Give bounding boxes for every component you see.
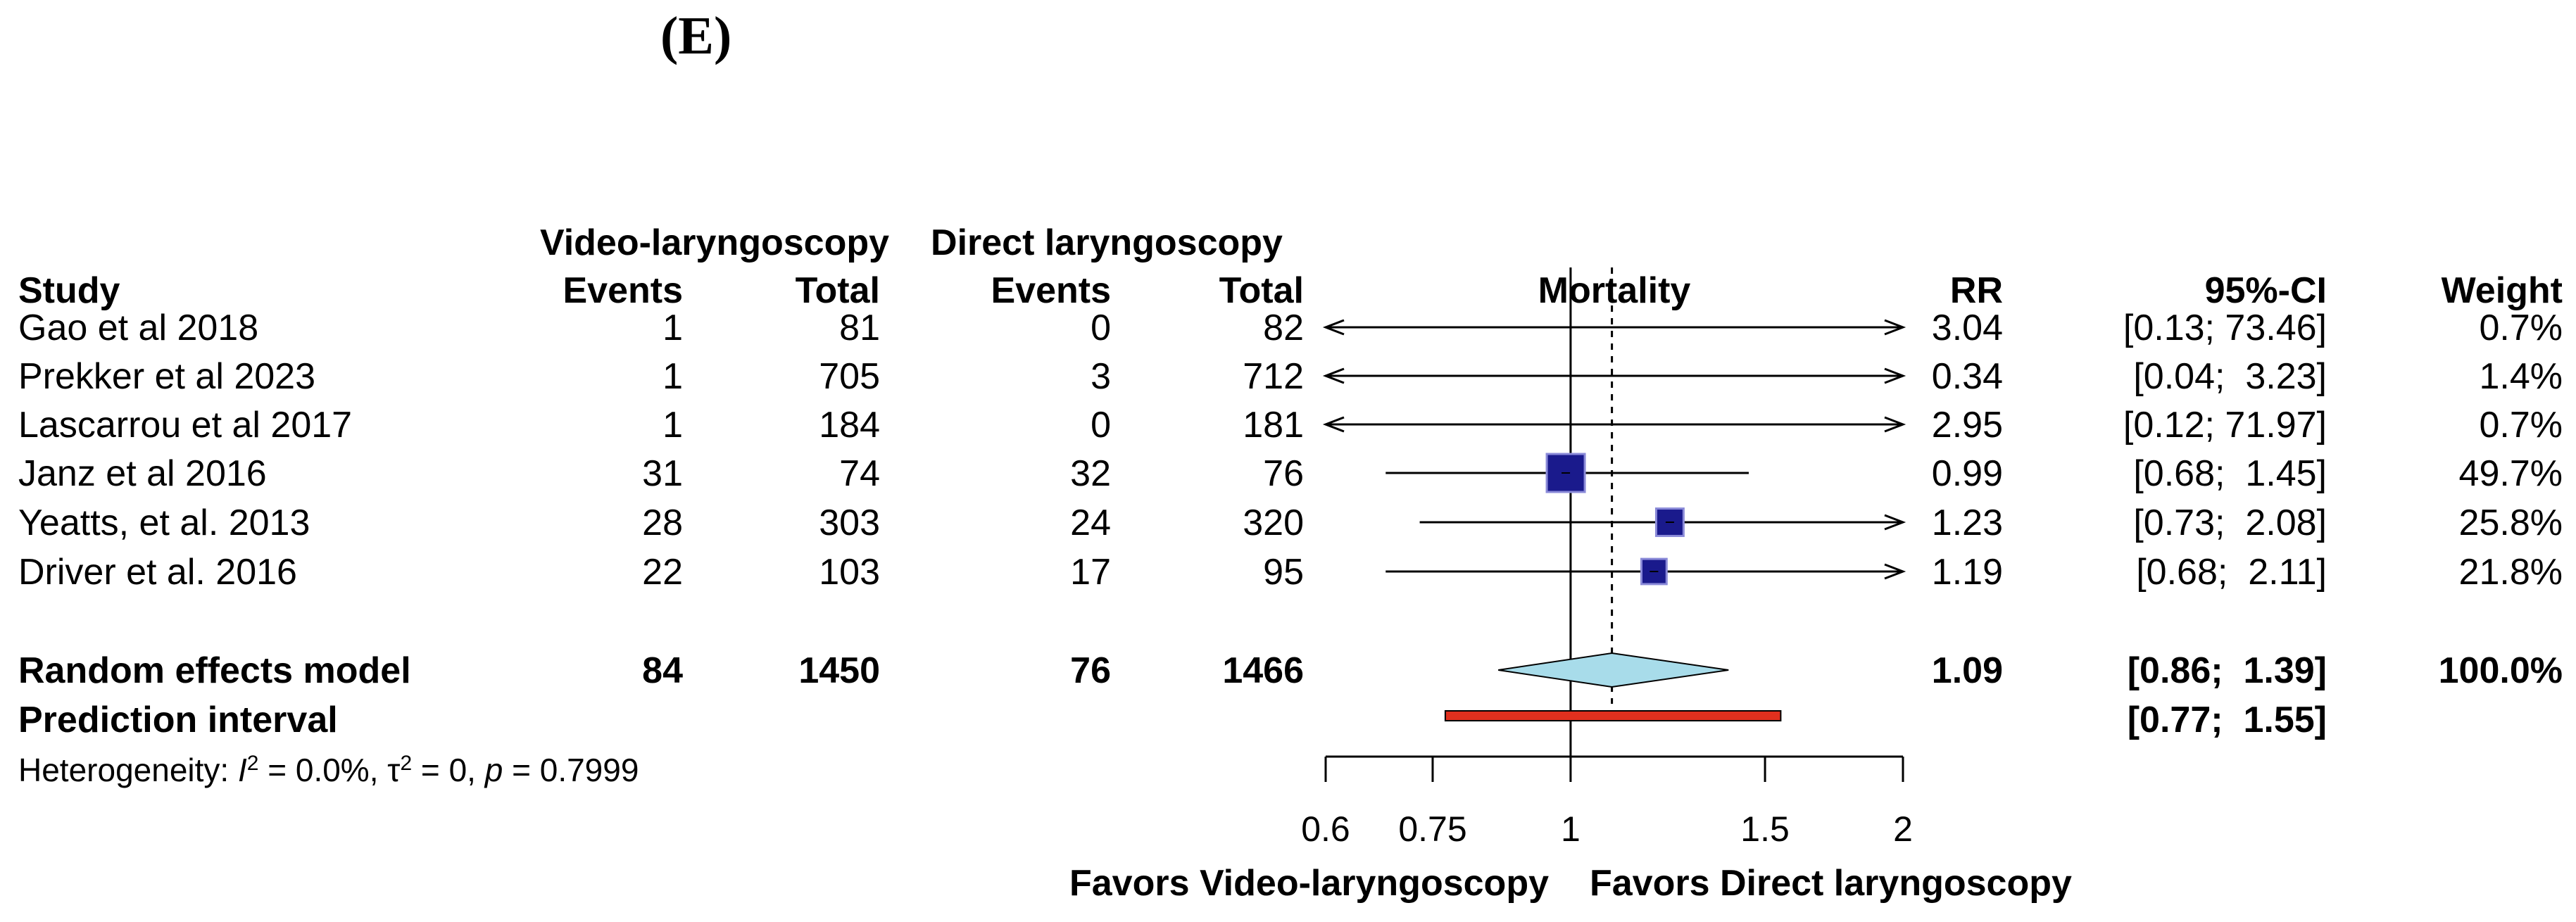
total-direct: 95: [1263, 552, 1304, 593]
rr-value: 1.19: [1932, 552, 2003, 593]
events-video: 31: [642, 453, 683, 494]
x-tick-label: 0.75: [1398, 809, 1466, 849]
panel-label: (E): [660, 6, 732, 65]
header-study: Study: [18, 270, 120, 311]
ci-value: [0.73; 2.08]: [2133, 503, 2327, 543]
header-events-video: Events: [563, 270, 683, 311]
x-tick-label: 0.6: [1301, 809, 1350, 849]
summary-label: Random effects model: [18, 650, 411, 691]
header-weight: Weight: [2442, 270, 2563, 311]
header-events-direct: Events: [991, 270, 1111, 311]
weight-value: 0.7%: [2479, 308, 2563, 348]
events-video: 1: [662, 405, 683, 446]
weight-value: 25.8%: [2459, 503, 2563, 543]
events-video: 1: [662, 308, 683, 348]
summary-events-direct: 76: [1070, 650, 1111, 691]
study-name: Yeatts, et al. 2013: [18, 503, 310, 543]
events-direct: 3: [1091, 356, 1111, 397]
ci-value: [0.04; 3.23]: [2133, 356, 2327, 397]
ci-value: [0.13; 73.46]: [2123, 308, 2327, 348]
ci-arrow-right: [1884, 416, 1906, 433]
events-direct: 32: [1070, 453, 1111, 494]
total-video: 74: [839, 453, 880, 494]
study-name: Driver et al. 2016: [18, 552, 297, 593]
header-ci: 95%-CI: [2205, 270, 2327, 311]
ci-value: [0.68; 2.11]: [2136, 552, 2327, 593]
rr-value: 0.99: [1932, 453, 2003, 494]
summary-total-video: 1450: [798, 650, 880, 691]
ci-arrow-left: [1322, 319, 1345, 336]
rr-value: 1.23: [1932, 503, 2003, 543]
pooled-diamond: [1498, 652, 1729, 688]
x-tick-label: 1: [1561, 809, 1581, 849]
summary-rr: 1.09: [1932, 650, 2003, 691]
events-video: 22: [642, 552, 683, 593]
summary-total-direct: 1466: [1222, 650, 1304, 691]
x-tick-label: 1.5: [1740, 809, 1790, 849]
weight-value: 21.8%: [2459, 552, 2563, 593]
header-rr: RR: [1950, 270, 2003, 311]
prediction-label: Prediction interval: [18, 700, 338, 740]
prediction-bar: [1444, 710, 1782, 721]
header-mortality: Mortality: [1538, 270, 1691, 311]
study-name: Janz et al 2016: [18, 453, 267, 494]
header-total-video: Total: [796, 270, 880, 311]
prediction-ci: [0.77; 1.55]: [2128, 700, 2327, 740]
heterogeneity-text: Heterogeneity: I2 = 0.0%, τ2 = 0, p = 0.…: [18, 752, 639, 789]
favors-right-label: Favors Direct laryngoscopy: [1590, 863, 2072, 904]
events-direct: 0: [1091, 308, 1111, 348]
events-video: 28: [642, 503, 683, 543]
summary-events-video: 84: [642, 650, 683, 691]
events-direct: 24: [1070, 503, 1111, 543]
ci-arrow-left: [1322, 416, 1345, 433]
summary-ci: [0.86; 1.39]: [2128, 650, 2327, 691]
rr-value: 3.04: [1932, 308, 2003, 348]
total-direct: 181: [1243, 405, 1304, 446]
study-name: Prekker et al 2023: [18, 356, 315, 397]
total-direct: 82: [1263, 308, 1304, 348]
study-name: Gao et al 2018: [18, 308, 258, 348]
x-tick-label: 2: [1893, 809, 1913, 849]
total-video: 184: [819, 405, 880, 446]
header-group-direct: Direct laryngoscopy: [931, 222, 1283, 263]
ci-arrow-right: [1884, 319, 1906, 336]
table-text: Video-laryngoscopy Direct laryngoscopy Stu…: [18, 222, 2563, 904]
events-video: 1: [662, 356, 683, 397]
summary-weight: 100.0%: [2439, 650, 2563, 691]
ci-arrow-left: [1322, 367, 1345, 384]
rr-value: 0.34: [1932, 356, 2003, 397]
total-video: 103: [819, 552, 880, 593]
total-video: 303: [819, 503, 880, 543]
total-video: 81: [839, 308, 880, 348]
ci-arrow-right: [1884, 514, 1906, 531]
total-direct: 712: [1243, 356, 1304, 397]
total-direct: 320: [1243, 503, 1304, 543]
weight-value: 1.4%: [2479, 356, 2563, 397]
plot-area: [1322, 267, 1906, 782]
events-direct: 0: [1091, 405, 1111, 446]
total-direct: 76: [1263, 453, 1304, 494]
rr-value: 2.95: [1932, 405, 2003, 446]
header-group-video: Video-laryngoscopy: [540, 222, 889, 263]
weight-value: 0.7%: [2479, 405, 2563, 446]
ci-arrow-right: [1884, 563, 1906, 580]
favors-left-label: Favors Video-laryngoscopy: [1069, 863, 1549, 904]
header-total-direct: Total: [1219, 270, 1304, 311]
events-direct: 17: [1070, 552, 1111, 593]
ci-arrow-right: [1884, 367, 1906, 384]
ci-value: [0.12; 71.97]: [2123, 405, 2327, 446]
weight-value: 49.7%: [2459, 453, 2563, 494]
total-video: 705: [819, 356, 880, 397]
ci-value: [0.68; 1.45]: [2133, 453, 2327, 494]
study-name: Lascarrou et al 2017: [18, 405, 352, 446]
